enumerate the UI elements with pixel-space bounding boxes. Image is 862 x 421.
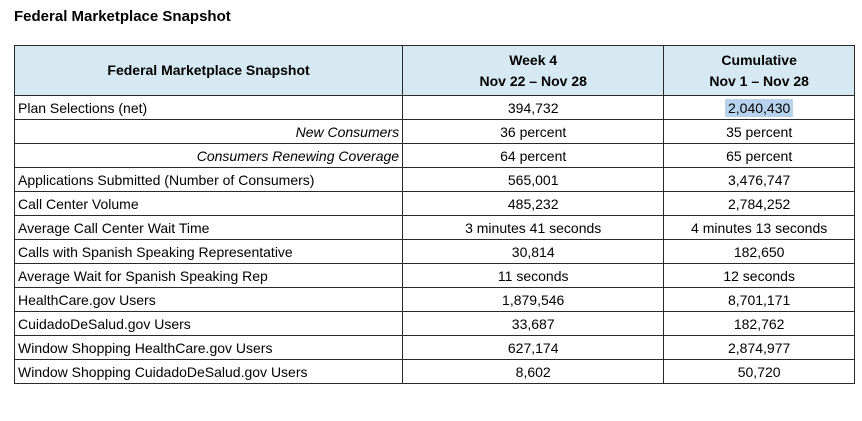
week-value-cell: 8,602	[402, 359, 665, 384]
table-body: Plan Selections (net) 394,732 2,040,430 New…	[13, 95, 855, 384]
week-value-cell: 3 minutes 41 seconds	[402, 215, 665, 240]
cumulative-value-cell: 35 percent	[663, 119, 855, 144]
week-value-cell: 1,879,546	[402, 287, 665, 312]
row-label-cell: HealthCare.gov Users	[13, 287, 404, 312]
week-value-cell: 485,232	[402, 191, 665, 216]
row-label-cell: New Consumers	[13, 119, 404, 144]
table-header-row: Federal Marketplace Snapshot Week 4 Nov …	[13, 45, 855, 96]
header-cumulative-daterange: Nov 1 – Nov 28	[709, 72, 809, 89]
header-cumulative-title: Cumulative	[721, 51, 797, 68]
table-row: Call Center Volume 485,232 2,784,252	[13, 191, 855, 216]
table-row: CuidadoDeSalud.gov Users 33,687 182,762	[13, 311, 855, 336]
table-row: Consumers Renewing Coverage 64 percent 65 …	[13, 143, 855, 168]
selected-value-highlight[interactable]: 2,040,430	[725, 98, 794, 117]
marketplace-snapshot-table: Federal Marketplace Snapshot Week 4 Nov …	[13, 45, 855, 384]
cumulative-value-cell: 8,701,171	[663, 287, 855, 312]
row-label-cell: Average Wait for Spanish Speaking Rep	[13, 263, 404, 288]
cumulative-value-cell: 65 percent	[663, 143, 855, 168]
header-week-title: Week 4	[509, 51, 558, 68]
cumulative-value-cell: 182,762	[663, 311, 855, 336]
row-label-cell: Plan Selections (net)	[13, 95, 404, 120]
table-row: Window Shopping CuidadoDeSalud.gov Users…	[13, 359, 855, 384]
table-row: Average Wait for Spanish Speaking Rep 11 …	[13, 263, 855, 288]
table-row: HealthCare.gov Users 1,879,546 8,701,171	[13, 287, 855, 312]
cumulative-value-cell: 3,476,747	[663, 167, 855, 192]
week-value-cell: 11 seconds	[402, 263, 665, 288]
week-value-cell: 33,687	[402, 311, 665, 336]
week-value-cell: 627,174	[402, 335, 665, 360]
row-label-cell: Window Shopping HealthCare.gov Users	[13, 335, 404, 360]
table-row: Average Call Center Wait Time 3 minutes 4…	[13, 215, 855, 240]
header-label-cell: Federal Marketplace Snapshot	[13, 45, 404, 96]
week-value-cell: 36 percent	[402, 119, 665, 144]
row-label-cell: Call Center Volume	[13, 191, 404, 216]
cumulative-value-cell: 2,874,977	[663, 335, 855, 360]
header-cumulative-cell: Cumulative Nov 1 – Nov 28	[663, 45, 855, 96]
cumulative-value-cell: 182,650	[663, 239, 855, 264]
page-title: Federal Marketplace Snapshot	[14, 8, 231, 25]
header-week-cell: Week 4 Nov 22 – Nov 28	[402, 45, 665, 96]
row-label-cell: Consumers Renewing Coverage	[13, 143, 404, 168]
week-value-cell: 64 percent	[402, 143, 665, 168]
row-label-cell: Average Call Center Wait Time	[13, 215, 404, 240]
row-label-cell: Window Shopping CuidadoDeSalud.gov Users	[13, 359, 404, 384]
table-row: New Consumers 36 percent 35 percent	[13, 119, 855, 144]
cumulative-value-cell: 2,040,430	[663, 95, 855, 120]
table-row: Applications Submitted (Number of Consum…	[13, 167, 855, 192]
cumulative-value-cell: 12 seconds	[663, 263, 855, 288]
week-value-cell: 565,001	[402, 167, 665, 192]
row-label-cell: Applications Submitted (Number of Consum…	[13, 167, 404, 192]
table-row: Calls with Spanish Speaking Representati…	[13, 239, 855, 264]
week-value-cell: 30,814	[402, 239, 665, 264]
cumulative-value-cell: 2,784,252	[663, 191, 855, 216]
row-label-cell: Calls with Spanish Speaking Representati…	[13, 239, 404, 264]
week-value-cell: 394,732	[402, 95, 665, 120]
cumulative-value-cell: 4 minutes 13 seconds	[663, 215, 855, 240]
cumulative-value-cell: 50,720	[663, 359, 855, 384]
header-week-daterange: Nov 22 – Nov 28	[479, 72, 587, 89]
table-row: Plan Selections (net) 394,732 2,040,430	[13, 95, 855, 120]
row-label-cell: CuidadoDeSalud.gov Users	[13, 311, 404, 336]
table-row: Window Shopping HealthCare.gov Users 627,…	[13, 335, 855, 360]
